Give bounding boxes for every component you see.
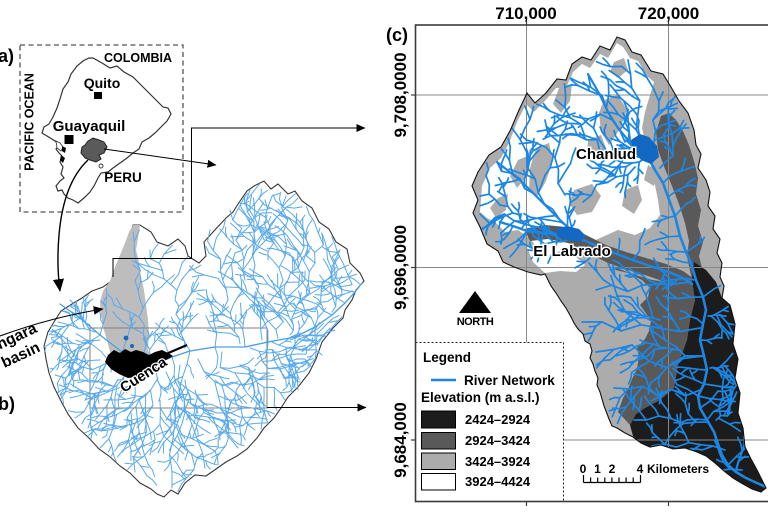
svg-text:720,000: 720,000 <box>638 4 699 23</box>
svg-text:3424–3924: 3424–3924 <box>465 454 531 469</box>
svg-text:PACIFIC OCEAN: PACIFIC OCEAN <box>23 73 37 171</box>
svg-text:2424–2924: 2424–2924 <box>465 412 531 427</box>
svg-text:4: 4 <box>637 462 644 476</box>
svg-text:Quito: Quito <box>84 75 121 91</box>
svg-text:Guayaquil: Guayaquil <box>53 118 126 135</box>
svg-text:2: 2 <box>609 462 616 476</box>
svg-text:9,708,0000: 9,708,0000 <box>391 52 410 137</box>
svg-text:3924–4424: 3924–4424 <box>465 474 531 489</box>
svg-text:River Network: River Network <box>464 373 555 388</box>
svg-text:El Labrado: El Labrado <box>533 243 611 260</box>
svg-text:Kilometers: Kilometers <box>647 462 709 476</box>
svg-text:9,696,0000: 9,696,0000 <box>391 225 410 310</box>
svg-text:9,684,000: 9,684,000 <box>391 402 410 478</box>
svg-text:Legend: Legend <box>423 350 471 365</box>
svg-text:710,000: 710,000 <box>495 4 556 23</box>
svg-text:1: 1 <box>594 462 601 476</box>
svg-text:(c): (c) <box>386 25 408 45</box>
svg-text:COLOMBIA: COLOMBIA <box>104 51 172 65</box>
svg-text:2924–3424: 2924–3424 <box>465 433 531 448</box>
svg-text:(a): (a) <box>0 46 14 66</box>
svg-text:Elevation (m a.s.l.): Elevation (m a.s.l.) <box>421 390 540 405</box>
svg-text:NORTH: NORTH <box>457 316 494 328</box>
svg-text:PERU: PERU <box>104 170 142 185</box>
svg-text:(b): (b) <box>0 394 15 414</box>
svg-text:Chanlud: Chanlud <box>576 146 636 163</box>
svg-text:0: 0 <box>580 462 587 476</box>
